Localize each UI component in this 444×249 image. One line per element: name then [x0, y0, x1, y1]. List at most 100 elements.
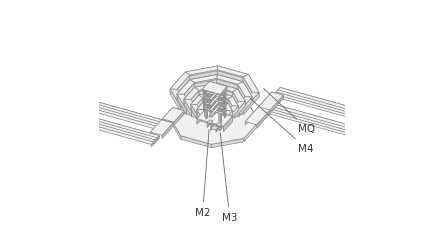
Polygon shape	[199, 92, 216, 100]
Polygon shape	[228, 96, 238, 106]
Polygon shape	[223, 102, 224, 105]
Polygon shape	[186, 95, 218, 104]
Polygon shape	[74, 99, 76, 104]
Polygon shape	[177, 75, 190, 94]
Polygon shape	[203, 105, 207, 114]
Polygon shape	[217, 75, 243, 87]
Polygon shape	[215, 103, 224, 110]
Polygon shape	[222, 87, 226, 89]
Polygon shape	[205, 97, 206, 100]
Polygon shape	[208, 83, 212, 85]
Polygon shape	[191, 95, 203, 104]
Polygon shape	[72, 101, 167, 129]
Polygon shape	[218, 92, 222, 94]
Polygon shape	[263, 104, 265, 109]
Polygon shape	[72, 101, 74, 106]
Polygon shape	[205, 91, 206, 94]
Polygon shape	[76, 96, 78, 101]
Polygon shape	[216, 87, 233, 96]
Polygon shape	[206, 108, 224, 115]
Polygon shape	[216, 122, 218, 130]
Polygon shape	[206, 89, 207, 119]
Polygon shape	[213, 110, 230, 118]
Polygon shape	[356, 130, 358, 135]
Polygon shape	[228, 103, 232, 116]
Polygon shape	[205, 108, 206, 111]
Polygon shape	[213, 126, 218, 129]
Polygon shape	[256, 92, 283, 113]
Polygon shape	[276, 92, 369, 120]
Polygon shape	[224, 106, 226, 115]
Polygon shape	[201, 114, 214, 120]
Polygon shape	[276, 90, 371, 118]
Polygon shape	[151, 120, 162, 135]
Polygon shape	[58, 116, 60, 121]
Polygon shape	[210, 126, 213, 131]
Polygon shape	[60, 116, 154, 144]
Polygon shape	[163, 108, 173, 122]
Polygon shape	[212, 111, 239, 121]
Polygon shape	[186, 66, 218, 75]
Polygon shape	[191, 99, 197, 114]
Polygon shape	[197, 109, 206, 117]
Polygon shape	[62, 114, 155, 142]
Polygon shape	[216, 100, 228, 108]
Polygon shape	[235, 97, 252, 111]
Polygon shape	[170, 118, 181, 139]
Polygon shape	[209, 95, 218, 106]
Polygon shape	[203, 110, 206, 119]
Polygon shape	[248, 74, 259, 97]
Polygon shape	[263, 106, 356, 135]
Polygon shape	[194, 83, 217, 92]
Polygon shape	[206, 91, 224, 98]
Polygon shape	[197, 114, 213, 123]
Polygon shape	[194, 78, 217, 87]
Polygon shape	[217, 70, 243, 82]
Polygon shape	[261, 106, 263, 111]
Polygon shape	[218, 95, 248, 107]
Polygon shape	[230, 101, 238, 115]
Polygon shape	[243, 77, 252, 97]
Polygon shape	[209, 83, 212, 113]
Polygon shape	[211, 90, 220, 101]
Polygon shape	[225, 88, 226, 118]
Polygon shape	[201, 117, 214, 125]
Polygon shape	[163, 108, 184, 122]
Polygon shape	[181, 136, 211, 148]
Polygon shape	[248, 103, 259, 125]
Polygon shape	[218, 95, 220, 97]
Polygon shape	[170, 95, 259, 144]
Polygon shape	[261, 106, 356, 135]
Polygon shape	[256, 92, 272, 113]
Polygon shape	[217, 78, 238, 89]
Polygon shape	[209, 100, 220, 111]
Polygon shape	[60, 114, 155, 142]
Polygon shape	[220, 93, 222, 123]
Polygon shape	[197, 104, 201, 117]
Polygon shape	[228, 99, 232, 111]
Polygon shape	[210, 121, 213, 128]
Polygon shape	[207, 120, 213, 124]
Polygon shape	[203, 88, 205, 118]
Polygon shape	[265, 104, 358, 132]
Polygon shape	[218, 106, 220, 108]
Polygon shape	[210, 126, 218, 130]
Polygon shape	[369, 115, 371, 120]
Polygon shape	[205, 88, 207, 118]
Polygon shape	[223, 116, 232, 132]
Polygon shape	[218, 92, 219, 122]
Text: MQ: MQ	[264, 88, 315, 134]
Polygon shape	[153, 140, 155, 145]
Polygon shape	[244, 92, 259, 114]
Polygon shape	[74, 101, 167, 129]
Polygon shape	[186, 109, 212, 121]
Polygon shape	[278, 90, 371, 118]
Polygon shape	[354, 132, 356, 137]
Polygon shape	[163, 129, 166, 133]
Polygon shape	[218, 66, 248, 79]
Polygon shape	[177, 80, 190, 99]
Polygon shape	[191, 95, 199, 109]
Polygon shape	[151, 142, 154, 147]
Polygon shape	[191, 104, 197, 119]
Polygon shape	[276, 90, 278, 94]
